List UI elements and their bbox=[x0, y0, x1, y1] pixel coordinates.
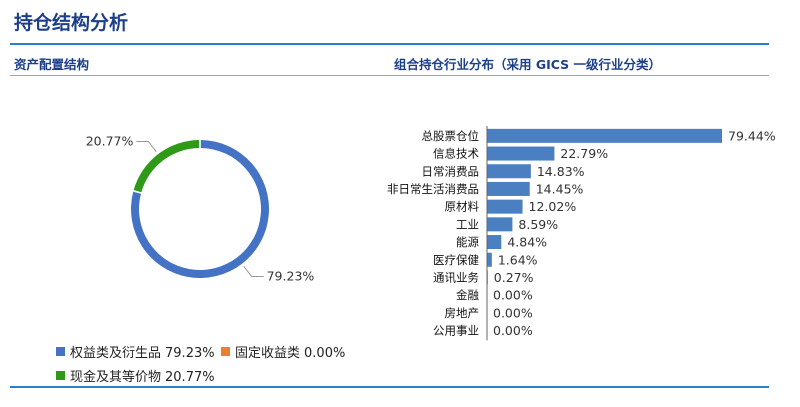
bar-category-label: 总股票仓位 bbox=[422, 129, 480, 143]
bar-category-label: 非日常生活消费品 bbox=[387, 182, 479, 196]
legend-label: 固定收益类 bbox=[235, 346, 301, 361]
section-divider bbox=[10, 75, 769, 76]
bar-value-label: 0.00% bbox=[493, 305, 533, 320]
bar-category-label: 工业 bbox=[456, 217, 479, 231]
bar-category-label: 原材料 bbox=[445, 200, 480, 214]
bar-value-label: 12.02% bbox=[529, 199, 577, 214]
donut-data-label: 20.77% bbox=[86, 133, 134, 148]
legend-swatch bbox=[221, 347, 230, 356]
donut-slice bbox=[133, 140, 200, 193]
bar bbox=[487, 235, 502, 250]
bar bbox=[487, 181, 530, 196]
bar-value-label: 0.00% bbox=[493, 288, 533, 303]
bar bbox=[487, 199, 523, 214]
legend-value: 79.23% bbox=[165, 346, 215, 361]
page-title: 持仓结构分析 bbox=[14, 12, 129, 34]
legend-swatch bbox=[56, 347, 65, 356]
bar-category-label: 通讯业务 bbox=[433, 270, 479, 284]
bar-value-label: 79.44% bbox=[728, 128, 776, 143]
bar-category-label: 金融 bbox=[456, 288, 479, 302]
bar-category-label: 医疗保健 bbox=[433, 253, 479, 267]
legend-item-equity: 权益类及衍生品 79.23% bbox=[56, 342, 215, 361]
legend-label: 现金及其等价物 bbox=[70, 370, 162, 385]
bar-category-label: 房地产 bbox=[445, 306, 480, 320]
bar bbox=[487, 164, 531, 179]
donut-leader-line bbox=[243, 265, 264, 278]
donut-leader-line bbox=[136, 140, 157, 153]
bar-value-label: 0.00% bbox=[493, 323, 533, 338]
bar bbox=[487, 146, 555, 161]
bar-value-label: 14.83% bbox=[537, 164, 585, 179]
bar-category-label: 能源 bbox=[456, 235, 479, 249]
title-divider bbox=[10, 43, 769, 45]
bar-value-label: 14.45% bbox=[536, 181, 584, 196]
bar bbox=[487, 252, 492, 267]
asset-allocation-donut-chart: 79.23% 20.77% bbox=[86, 133, 315, 284]
bottom-divider bbox=[10, 386, 769, 388]
bar-value-label: 4.84% bbox=[507, 235, 547, 250]
bar-value-label: 22.79% bbox=[560, 146, 608, 161]
asset-allocation-heading: 资产配置结构 bbox=[14, 57, 90, 72]
industry-distribution-heading: 组合持仓行业分布（采用 GICS 一级行业分类） bbox=[394, 57, 662, 72]
legend-item-cash: 现金及其等价物 20.77% bbox=[56, 366, 215, 385]
industry-bar-chart: 总股票仓位 79.44% 信息技术 22.79% 日常消费品 14.83% 非日常生活消费品… bbox=[387, 126, 776, 341]
bar-category-label: 日常消费品 bbox=[422, 164, 480, 178]
donut-data-label: 79.23% bbox=[267, 269, 315, 284]
legend-item-fixed-income: 固定收益类 0.00% bbox=[221, 342, 345, 361]
legend-swatch bbox=[56, 371, 65, 380]
bar-value-label: 1.64% bbox=[498, 252, 538, 267]
bar bbox=[487, 217, 513, 232]
bar-value-label: 8.59% bbox=[518, 217, 558, 232]
bar-category-label: 信息技术 bbox=[433, 147, 479, 161]
legend-value: 20.77% bbox=[165, 370, 215, 385]
bar-category-label: 公用事业 bbox=[433, 324, 479, 338]
bar-value-label: 0.27% bbox=[494, 270, 534, 285]
bar bbox=[487, 128, 722, 143]
legend-label: 权益类及衍生品 bbox=[70, 346, 162, 361]
legend-value: 0.00% bbox=[304, 346, 346, 361]
